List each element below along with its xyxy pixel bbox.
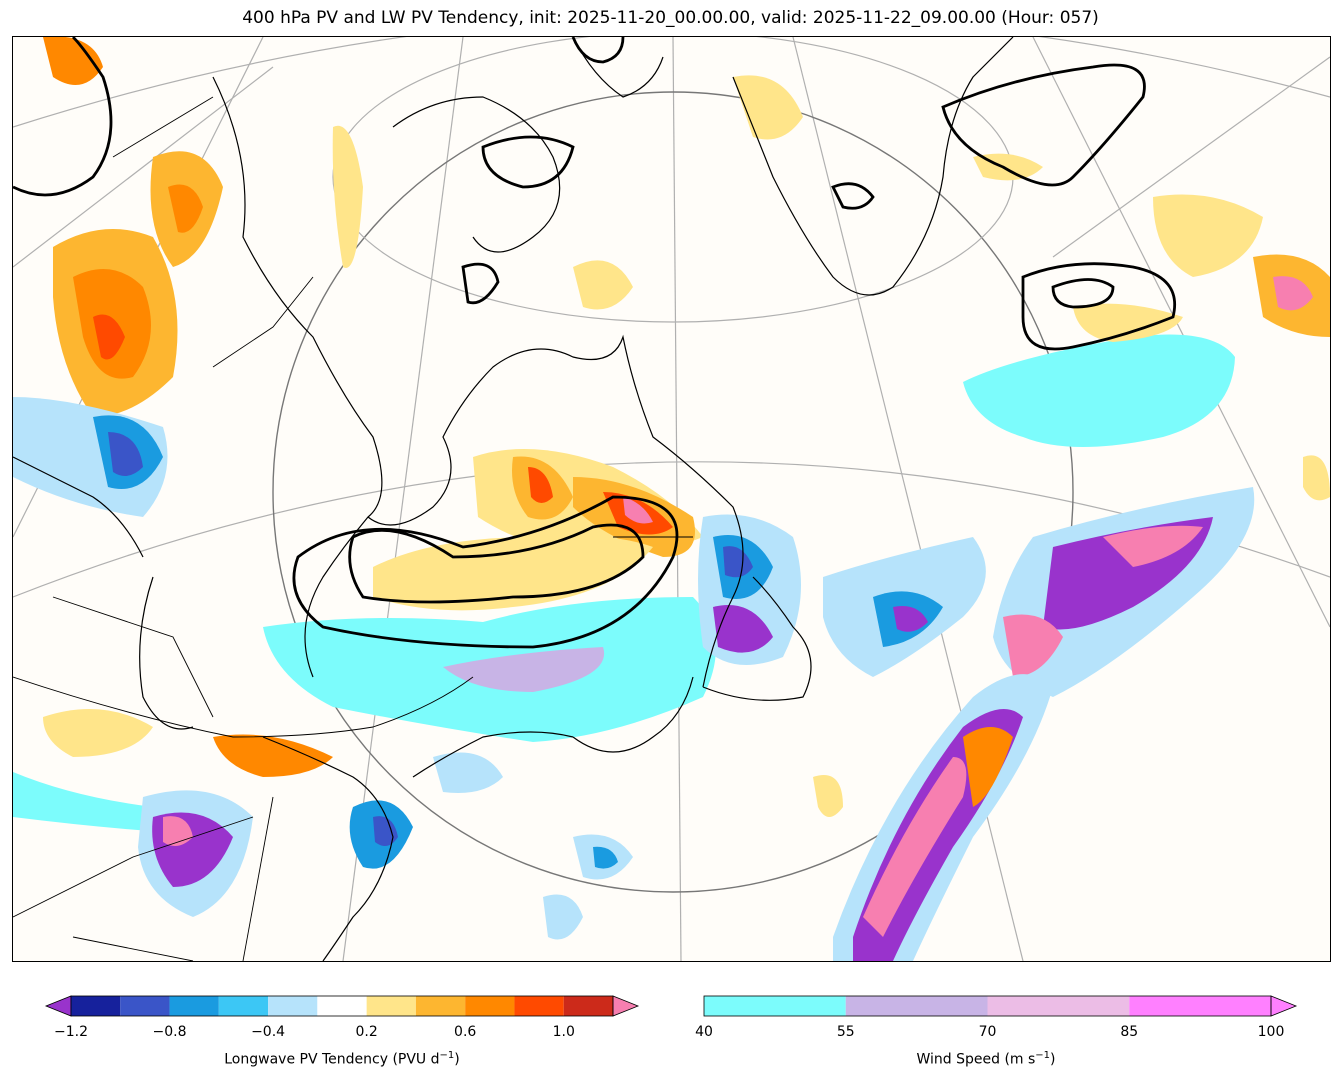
pv-contour-central-outer <box>292 495 679 649</box>
pv-contour-baffin <box>481 135 575 189</box>
pv-colorbar-swatch <box>218 996 269 1016</box>
wind-colorbar-tick-label: 70 <box>978 1024 997 1040</box>
pv-colorbar-label: Longwave PV Tendency (PVU d−1) <box>224 1050 459 1068</box>
wind-colorbar-label-text: Wind Speed (m s <box>916 1051 1036 1068</box>
pv-colorbar-tick-label: 0.2 <box>355 1024 378 1040</box>
pv-contour-greenland <box>941 63 1146 187</box>
pv-colorbar-extend-low <box>44 995 72 1017</box>
pv-contour-northwest <box>13 37 113 197</box>
wind-speed-colorbar <box>703 995 1298 1017</box>
political-borders <box>13 96 693 961</box>
pv-contour-central-inner <box>348 523 645 604</box>
wind-colorbar-label-exponent: −1 <box>1035 1050 1051 1061</box>
wind-speed-shading <box>13 334 1235 832</box>
pv-colorbar-tick-label: −1.2 <box>54 1024 88 1040</box>
pv-contour-small <box>461 262 500 305</box>
pv-colorbar-tick-label: −0.4 <box>251 1024 286 1040</box>
wind-colorbar-tick-label: 85 <box>1120 1024 1139 1040</box>
wind-colorbar-label-close: ) <box>1050 1051 1056 1068</box>
pv-contour-greenland-small <box>831 182 875 210</box>
pv-colorbar-swatch <box>563 996 613 1016</box>
pv-colorbar-swatch <box>366 996 416 1016</box>
pv-colorbar-swatches <box>44 995 640 1017</box>
map-panel <box>12 36 1331 962</box>
wind-colorbar-label: Wind Speed (m s−1) <box>916 1050 1055 1068</box>
pv-colorbar-swatch <box>268 996 318 1016</box>
coastlines <box>13 37 1014 961</box>
pv-colorbar-label-close: ) <box>454 1051 460 1068</box>
map-canvas <box>13 37 1330 961</box>
pv-colorbar-border <box>70 995 614 1017</box>
graticule <box>13 37 1330 961</box>
pv-colorbar-swatch <box>415 996 466 1016</box>
pv-colorbar-tick-label: 0.6 <box>454 1024 477 1040</box>
pv-contour-east-inner <box>1051 278 1115 309</box>
pv-colorbar-label-text: Longwave PV Tendency (PVU d <box>224 1051 440 1068</box>
pv-tendency-shading <box>13 37 1330 961</box>
pv-contours <box>13 37 1176 649</box>
pv-colorbar-swatch <box>169 996 219 1016</box>
figure-title: 400 hPa PV and LW PV Tendency, init: 202… <box>242 8 1099 28</box>
wind-colorbar-swatch <box>845 996 988 1016</box>
wind-colorbar-border <box>703 995 1272 1017</box>
pv-colorbar-extend-high <box>612 995 640 1017</box>
wind-colorbar-swatch <box>704 996 846 1016</box>
pv-colorbar-label-exponent: −1 <box>439 1050 455 1061</box>
wind-colorbar-swatches <box>703 995 1298 1017</box>
pv-colorbar-swatch <box>465 996 515 1016</box>
pv-colorbar-swatch <box>120 996 170 1016</box>
wind-colorbar-swatch <box>987 996 1130 1016</box>
wind-colorbar-tick-label: 40 <box>695 1024 713 1040</box>
wind-colorbar-tick-label: 55 <box>836 1024 855 1040</box>
pv-colorbar-swatch <box>514 996 564 1016</box>
wind-colorbar-swatch <box>1129 996 1271 1016</box>
pv-contour-east-outer <box>1021 262 1176 351</box>
pv-colorbar-tick-label: −0.8 <box>152 1024 187 1040</box>
pv-contour-north <box>571 37 625 64</box>
pv-colorbar-swatch <box>71 996 121 1016</box>
wind-colorbar-tick-label: 100 <box>1257 1024 1285 1040</box>
wind-colorbar-extend-high <box>1270 995 1298 1017</box>
pv-colorbar-tick-label: 1.0 <box>552 1024 575 1040</box>
pv-colorbar-swatch <box>317 996 367 1016</box>
pv-tendency-colorbar <box>44 995 640 1017</box>
